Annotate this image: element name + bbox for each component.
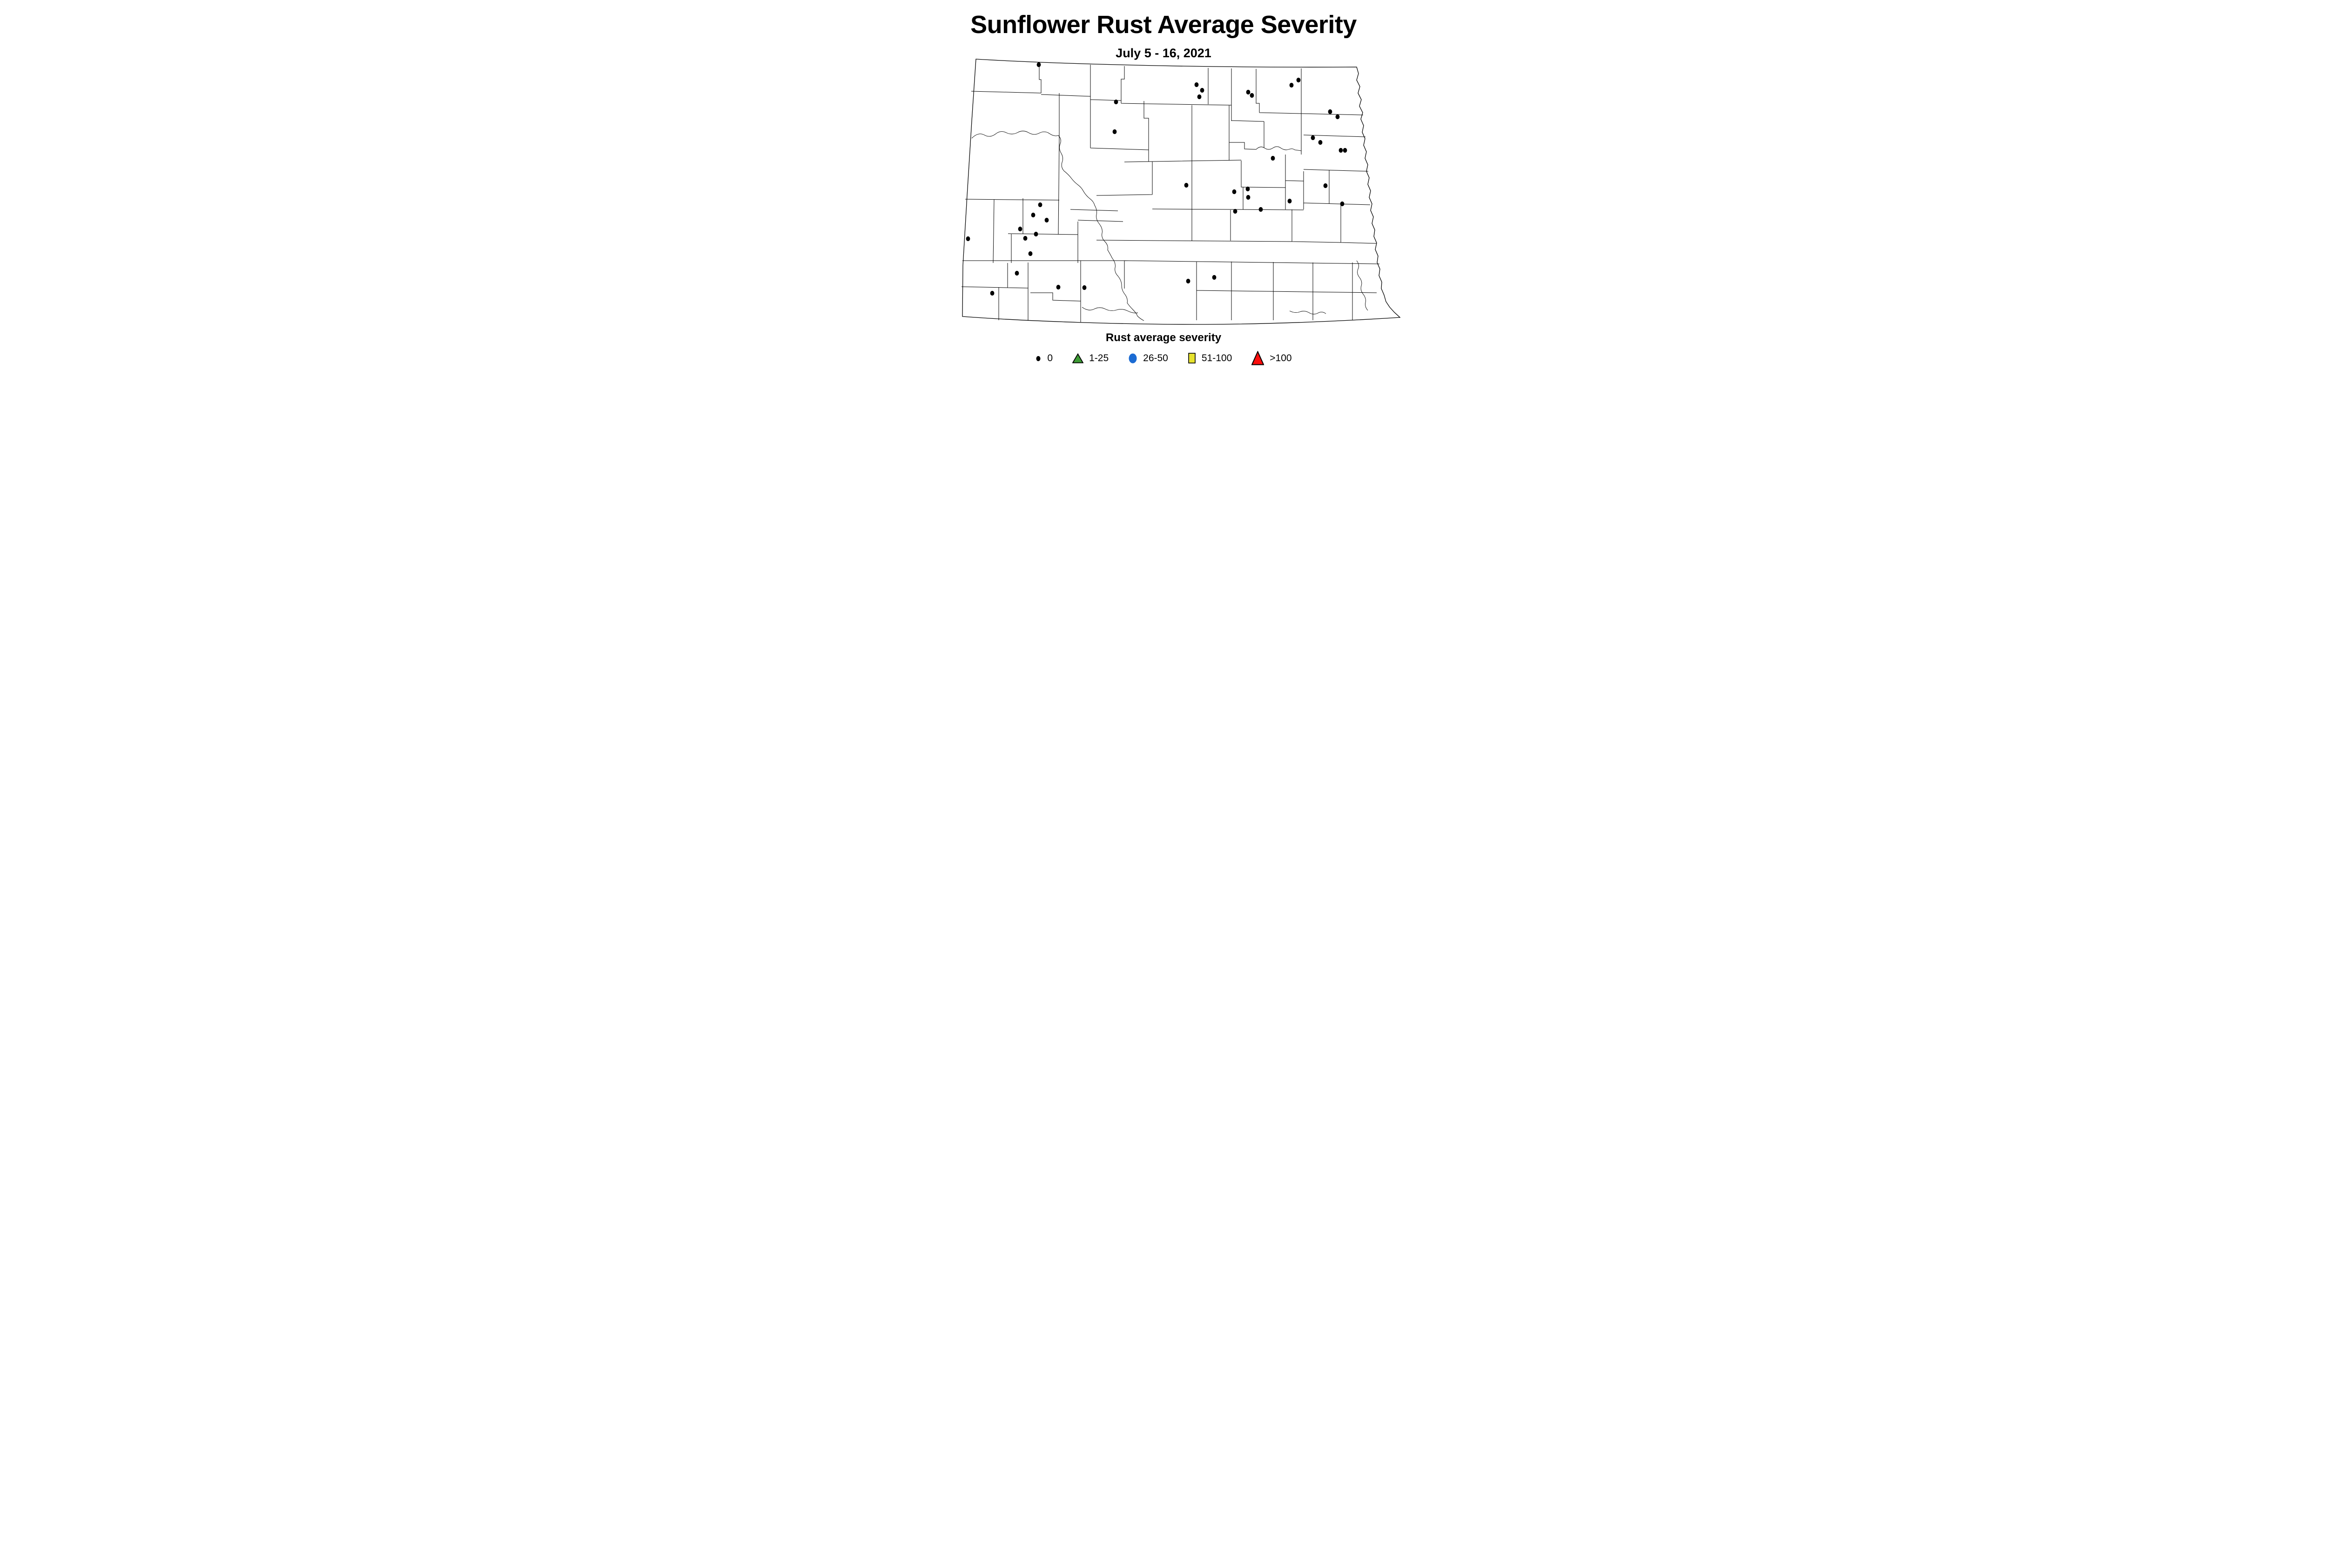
- triangle-shape: [1072, 353, 1084, 363]
- severity-dot: [1015, 270, 1019, 276]
- page: Sunflower Rust Average Severity July 5 -…: [799, 0, 1528, 381]
- severity-dot: [1340, 201, 1345, 207]
- james-river-line: [1289, 310, 1326, 315]
- legend-item-51-100: 51-100: [1188, 352, 1232, 364]
- legend-item-gt100: >100: [1251, 351, 1292, 365]
- state-outline: [962, 59, 1401, 325]
- severity-dot: [1289, 82, 1294, 88]
- circle-shape: [1129, 353, 1137, 363]
- severity-dot: [1328, 109, 1332, 114]
- severity-dot: [1018, 226, 1022, 232]
- severity-dot: [1246, 195, 1251, 200]
- severity-dot: [1034, 231, 1038, 237]
- severity-0-dot-icon: [1036, 356, 1041, 361]
- legend-item-0: 0: [1035, 353, 1053, 364]
- severity-gt100-triangle-icon: [1251, 351, 1264, 365]
- severity-dot: [1197, 94, 1202, 100]
- severity-dot: [1186, 278, 1190, 284]
- severity-dot: [1194, 82, 1199, 87]
- legend-label-1-25: 1-25: [1089, 352, 1109, 363]
- severity-dot: [1246, 89, 1251, 95]
- north-dakota-county-map: [961, 59, 1401, 325]
- severity-dot: [1028, 251, 1033, 256]
- severity-dot: [1044, 217, 1049, 223]
- severity-dot: [1036, 62, 1041, 67]
- severity-dot: [1184, 182, 1189, 188]
- sheyenne-river-line: [1356, 260, 1368, 311]
- severity-26-50-circle-icon: [1129, 353, 1137, 363]
- severity-dot: [1311, 135, 1315, 141]
- square-shape: [1188, 353, 1196, 363]
- severity-dot: [1038, 202, 1042, 208]
- legend-label-gt100: >100: [1270, 352, 1292, 363]
- severity-1-25-triangle-icon: [1072, 353, 1084, 363]
- severity-dot: [966, 236, 970, 242]
- severity-dot: [1245, 186, 1250, 192]
- missouri-river-line: [971, 131, 1144, 321]
- devils-lake-line: [1256, 146, 1302, 151]
- severity-dot: [1271, 155, 1275, 161]
- severity-dot: [1114, 99, 1118, 105]
- legend-label-51-100: 51-100: [1201, 352, 1232, 363]
- legend-item-1-25: 1-25: [1072, 353, 1109, 364]
- page-subtitle: July 5 - 16, 2021: [1116, 46, 1211, 60]
- severity-dot: [1250, 93, 1254, 98]
- legend-item-26-50: 26-50: [1128, 353, 1168, 364]
- legend-label-0: 0: [1047, 352, 1053, 363]
- severity-dot: [1031, 212, 1036, 218]
- dot-shape: [1036, 356, 1041, 361]
- legend-title: Rust average severity: [1105, 331, 1222, 344]
- cannonball-river-line: [1082, 307, 1138, 313]
- legend-label-26-50: 26-50: [1143, 352, 1168, 363]
- severity-dot: [1212, 275, 1217, 280]
- severity-dot: [1023, 236, 1028, 241]
- severity-dot: [1233, 209, 1237, 214]
- map-dots: [966, 62, 1347, 296]
- severity-dot: [1232, 189, 1237, 195]
- severity-dot: [1287, 198, 1292, 204]
- severity-dot: [1258, 207, 1263, 212]
- legend-row: 0 1-25 26-50 51-100: [799, 351, 1528, 365]
- severity-dot: [1296, 77, 1301, 83]
- page-title: Sunflower Rust Average Severity: [970, 11, 1357, 39]
- county-borders: [961, 62, 1380, 322]
- severity-dot: [1112, 129, 1117, 135]
- severity-dot: [1318, 140, 1323, 145]
- severity-dot: [1338, 148, 1343, 153]
- severity-51-100-square-icon: [1188, 353, 1196, 363]
- severity-dot: [1343, 148, 1347, 153]
- severity-dot: [1335, 114, 1340, 120]
- severity-dot: [990, 290, 995, 296]
- severity-dot: [1056, 284, 1061, 290]
- triangle-shape: [1251, 351, 1264, 365]
- severity-dot: [1323, 183, 1328, 188]
- legend: Rust average severity 0 1-25 26-50: [799, 331, 1528, 365]
- severity-dot: [1082, 285, 1087, 290]
- severity-dot: [1200, 87, 1204, 93]
